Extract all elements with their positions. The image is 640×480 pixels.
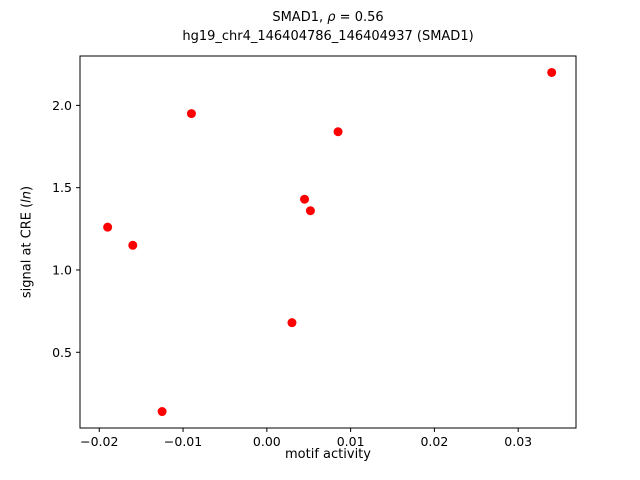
data-point xyxy=(186,109,196,119)
chart-title-gene: SMAD1, xyxy=(272,10,328,25)
y-axis-label-prefix: signal at CRE ( xyxy=(19,202,35,299)
data-point xyxy=(128,240,138,250)
x-tick-label: −0.01 xyxy=(164,434,202,449)
axes-box xyxy=(79,55,577,429)
chart-title: SMAD1, ρ = 0.56 hg19_chr4_146404786_1464… xyxy=(80,8,576,46)
chart-title-correlation: = 0.56 xyxy=(335,10,384,25)
data-point xyxy=(287,318,297,328)
y-tick-label: 0.5 xyxy=(52,345,72,360)
y-tick-label: 1.5 xyxy=(52,180,72,195)
chart-title-line2: hg19_chr4_146404786_146404937 (SMAD1) xyxy=(182,29,474,44)
y-tick-label: 1.0 xyxy=(52,262,72,277)
y-axis-label-suffix: ) xyxy=(19,185,35,191)
chart-title-line1: SMAD1, ρ = 0.56 xyxy=(80,8,576,27)
x-tick-label: 0.00 xyxy=(253,434,281,449)
data-point xyxy=(305,206,315,216)
y-tick-label: 2.0 xyxy=(52,98,72,113)
y-axis-label: signal at CRE (ln) xyxy=(20,186,35,298)
x-axis-label: motif activity xyxy=(285,447,371,462)
rho-symbol: ρ xyxy=(327,10,336,25)
x-tick-label: 0.01 xyxy=(337,434,365,449)
data-point xyxy=(157,407,167,417)
x-tick-label: 0.03 xyxy=(504,434,532,449)
x-tick-label: −0.02 xyxy=(80,434,118,449)
data-point xyxy=(333,127,343,137)
x-tick-label: 0.02 xyxy=(420,434,448,449)
data-point xyxy=(103,222,113,232)
y-axis-label-math: ln xyxy=(19,190,35,203)
data-point xyxy=(300,194,310,204)
data-point xyxy=(547,67,557,77)
